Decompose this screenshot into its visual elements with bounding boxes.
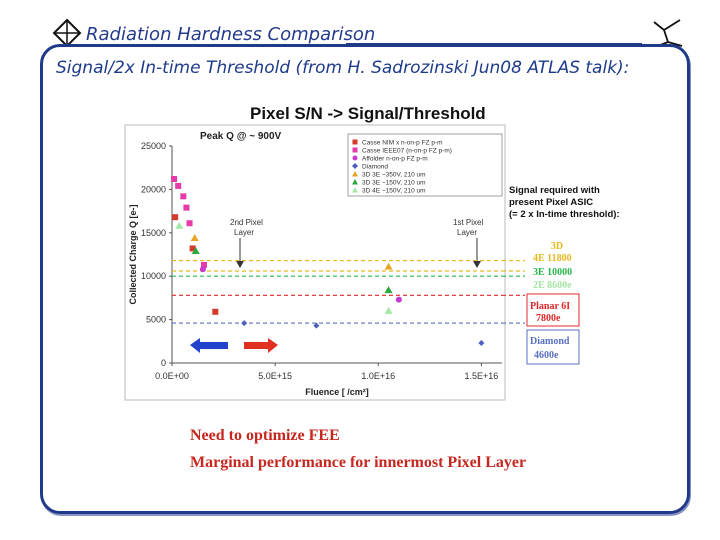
- slide-title: Radiation Hardness Comparison: [86, 24, 376, 45]
- legend-entry: 3D 3E ~150V, 210 um: [362, 180, 426, 187]
- data-point-series-1: [171, 175, 178, 182]
- legend-swatch: [352, 163, 358, 169]
- legend-swatch: [352, 171, 358, 177]
- data-point-series-1: [180, 193, 187, 200]
- x-tick-label: 1.5E+16: [464, 371, 498, 381]
- threshold-label-planar: Planar 6I: [530, 301, 570, 312]
- layer2-annotation: 2nd Pixel: [230, 218, 263, 227]
- threshold-label-3e: 3E 10000: [533, 267, 572, 278]
- data-point-series-3: [313, 322, 320, 329]
- data-point-series-4: [384, 262, 393, 270]
- chart-title: Pixel S/N -> Signal/Threshold: [250, 104, 486, 123]
- legend-entry: 3D 3E ~350V, 210 um: [362, 172, 426, 179]
- threshold-label-diamond: Diamond: [530, 336, 570, 347]
- planar-label-box: [526, 293, 580, 327]
- data-point-series-2: [395, 296, 402, 303]
- y-tick-label: 20000: [141, 184, 166, 194]
- legend-entry: 3D 4E ~150V, 210 um: [362, 188, 426, 195]
- signal-required-annotation: (= 2 x In-time threshold):: [509, 209, 620, 220]
- threshold-label-4600e: 4600e: [534, 350, 559, 361]
- legend-entry: Casse NIM x n-on-p FZ p-m: [362, 140, 443, 147]
- signal-required-annotation: present Pixel ASIC: [509, 197, 593, 208]
- threshold-label-4e: 4E 11800: [533, 253, 572, 264]
- note-marginal-performance: Marginal performance for innermost Pixel…: [190, 454, 527, 471]
- x-tick-label: 1.0E+16: [361, 371, 395, 381]
- data-point-series-1: [186, 220, 193, 227]
- red-arrow-icon: [244, 338, 278, 353]
- note-optimize-fee: Need to optimize FEE: [190, 427, 340, 444]
- legend-box: [347, 133, 503, 197]
- title-rule: [346, 43, 642, 44]
- legend-swatch: [352, 179, 358, 185]
- y-tick-label: 15000: [141, 228, 166, 238]
- x-tick-label: 0.0E+00: [155, 371, 189, 381]
- data-point-series-0: [189, 245, 196, 252]
- data-point-series-1: [183, 204, 190, 211]
- data-point-series-1: [200, 261, 207, 268]
- peak-annotation: Peak Q @ ~ 900V: [200, 131, 282, 142]
- threshold-label-2e: 2E 8600e: [533, 280, 572, 291]
- layer2-annotation: Layer: [234, 228, 254, 237]
- data-point-series-5: [384, 286, 393, 294]
- scatter-chart: 0 5000 10000 15000 20000 25000 0.0E+00 5.0E+15 1…: [124, 124, 620, 401]
- data-point-series-0: [212, 308, 219, 315]
- legend-swatch: [352, 155, 358, 161]
- data-point-series-3: [478, 340, 485, 347]
- blue-arrow-icon: [190, 338, 228, 353]
- legend-swatch: [352, 187, 358, 193]
- threshold-label-7800e: 7800e: [536, 313, 561, 324]
- x-axis-label: Fluence [ /cm²]: [305, 387, 369, 397]
- data-point-series-1: [175, 182, 182, 189]
- layer1-annotation: Layer: [457, 228, 477, 237]
- legend-entry: Affolder n-on-p FZ p-m: [362, 156, 428, 163]
- data-point-series-0: [172, 214, 179, 221]
- data-point-series-6: [175, 221, 184, 229]
- legend-entry: Casse IEEE07 (n-on-p FZ p-m): [362, 148, 452, 155]
- data-point-series-5: [191, 247, 200, 255]
- data-point-series-6: [384, 306, 393, 314]
- legend-entry: Diamond: [362, 164, 388, 171]
- layer2-arrowhead: [236, 261, 244, 268]
- legend-swatch: [352, 139, 358, 145]
- data-point-series-3: [241, 320, 248, 327]
- legend-swatch: [352, 147, 358, 153]
- threshold-label-3d: 3D: [551, 241, 563, 252]
- layer1-annotation: 1st Pixel: [453, 218, 483, 227]
- y-tick-label: 25000: [141, 141, 166, 151]
- data-point-series-2: [199, 266, 206, 273]
- y-tick-label: 0: [161, 358, 166, 368]
- signal-required-annotation: Signal required with: [509, 185, 600, 196]
- y-axis-label: Collected Charge Q [e-]: [128, 204, 138, 304]
- y-tick-label: 5000: [146, 315, 166, 325]
- x-tick-label: 5.0E+15: [258, 371, 292, 381]
- layer1-arrowhead: [473, 261, 481, 268]
- data-point-series-4: [190, 234, 199, 242]
- diamond-label-box: [526, 329, 580, 365]
- slide-subtitle: Signal/2x In-time Threshold (from H. Sad…: [56, 58, 630, 78]
- y-tick-label: 10000: [141, 271, 166, 281]
